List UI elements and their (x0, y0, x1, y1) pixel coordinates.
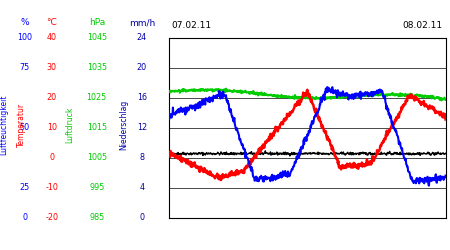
Text: %: % (20, 18, 29, 27)
Text: 08.02.11: 08.02.11 (403, 21, 443, 30)
Text: 4: 4 (139, 183, 144, 192)
Text: 16: 16 (137, 93, 147, 102)
Text: 0: 0 (22, 213, 27, 222)
Text: 985: 985 (89, 213, 104, 222)
Text: 40: 40 (47, 33, 57, 42)
Text: 75: 75 (20, 63, 30, 72)
Text: Temperatur: Temperatur (17, 103, 26, 147)
Text: 1045: 1045 (87, 33, 107, 42)
Text: 1015: 1015 (87, 123, 107, 132)
Text: 07.02.11: 07.02.11 (171, 21, 211, 30)
Text: Luftfeuchtigkeit: Luftfeuchtigkeit (0, 95, 8, 155)
Text: 50: 50 (20, 123, 30, 132)
Text: 0: 0 (49, 153, 54, 162)
Text: 10: 10 (47, 123, 57, 132)
Text: 1035: 1035 (87, 63, 107, 72)
Text: 12: 12 (137, 123, 147, 132)
Text: 100: 100 (17, 33, 32, 42)
Text: 20: 20 (137, 63, 147, 72)
Text: hPa: hPa (89, 18, 105, 27)
Text: 1025: 1025 (86, 93, 107, 102)
Text: 20: 20 (47, 93, 57, 102)
Text: 1005: 1005 (87, 153, 107, 162)
Text: 995: 995 (89, 183, 104, 192)
Text: -20: -20 (45, 213, 58, 222)
Text: 25: 25 (20, 183, 30, 192)
Text: °C: °C (46, 18, 57, 27)
Text: mm/h: mm/h (129, 18, 155, 27)
Text: 24: 24 (137, 33, 147, 42)
Text: Luftdruck: Luftdruck (65, 107, 74, 143)
Text: -10: -10 (45, 183, 58, 192)
Text: 8: 8 (139, 153, 144, 162)
Text: 30: 30 (47, 63, 57, 72)
Text: 0: 0 (139, 213, 144, 222)
Text: Niederschlag: Niederschlag (119, 100, 128, 150)
